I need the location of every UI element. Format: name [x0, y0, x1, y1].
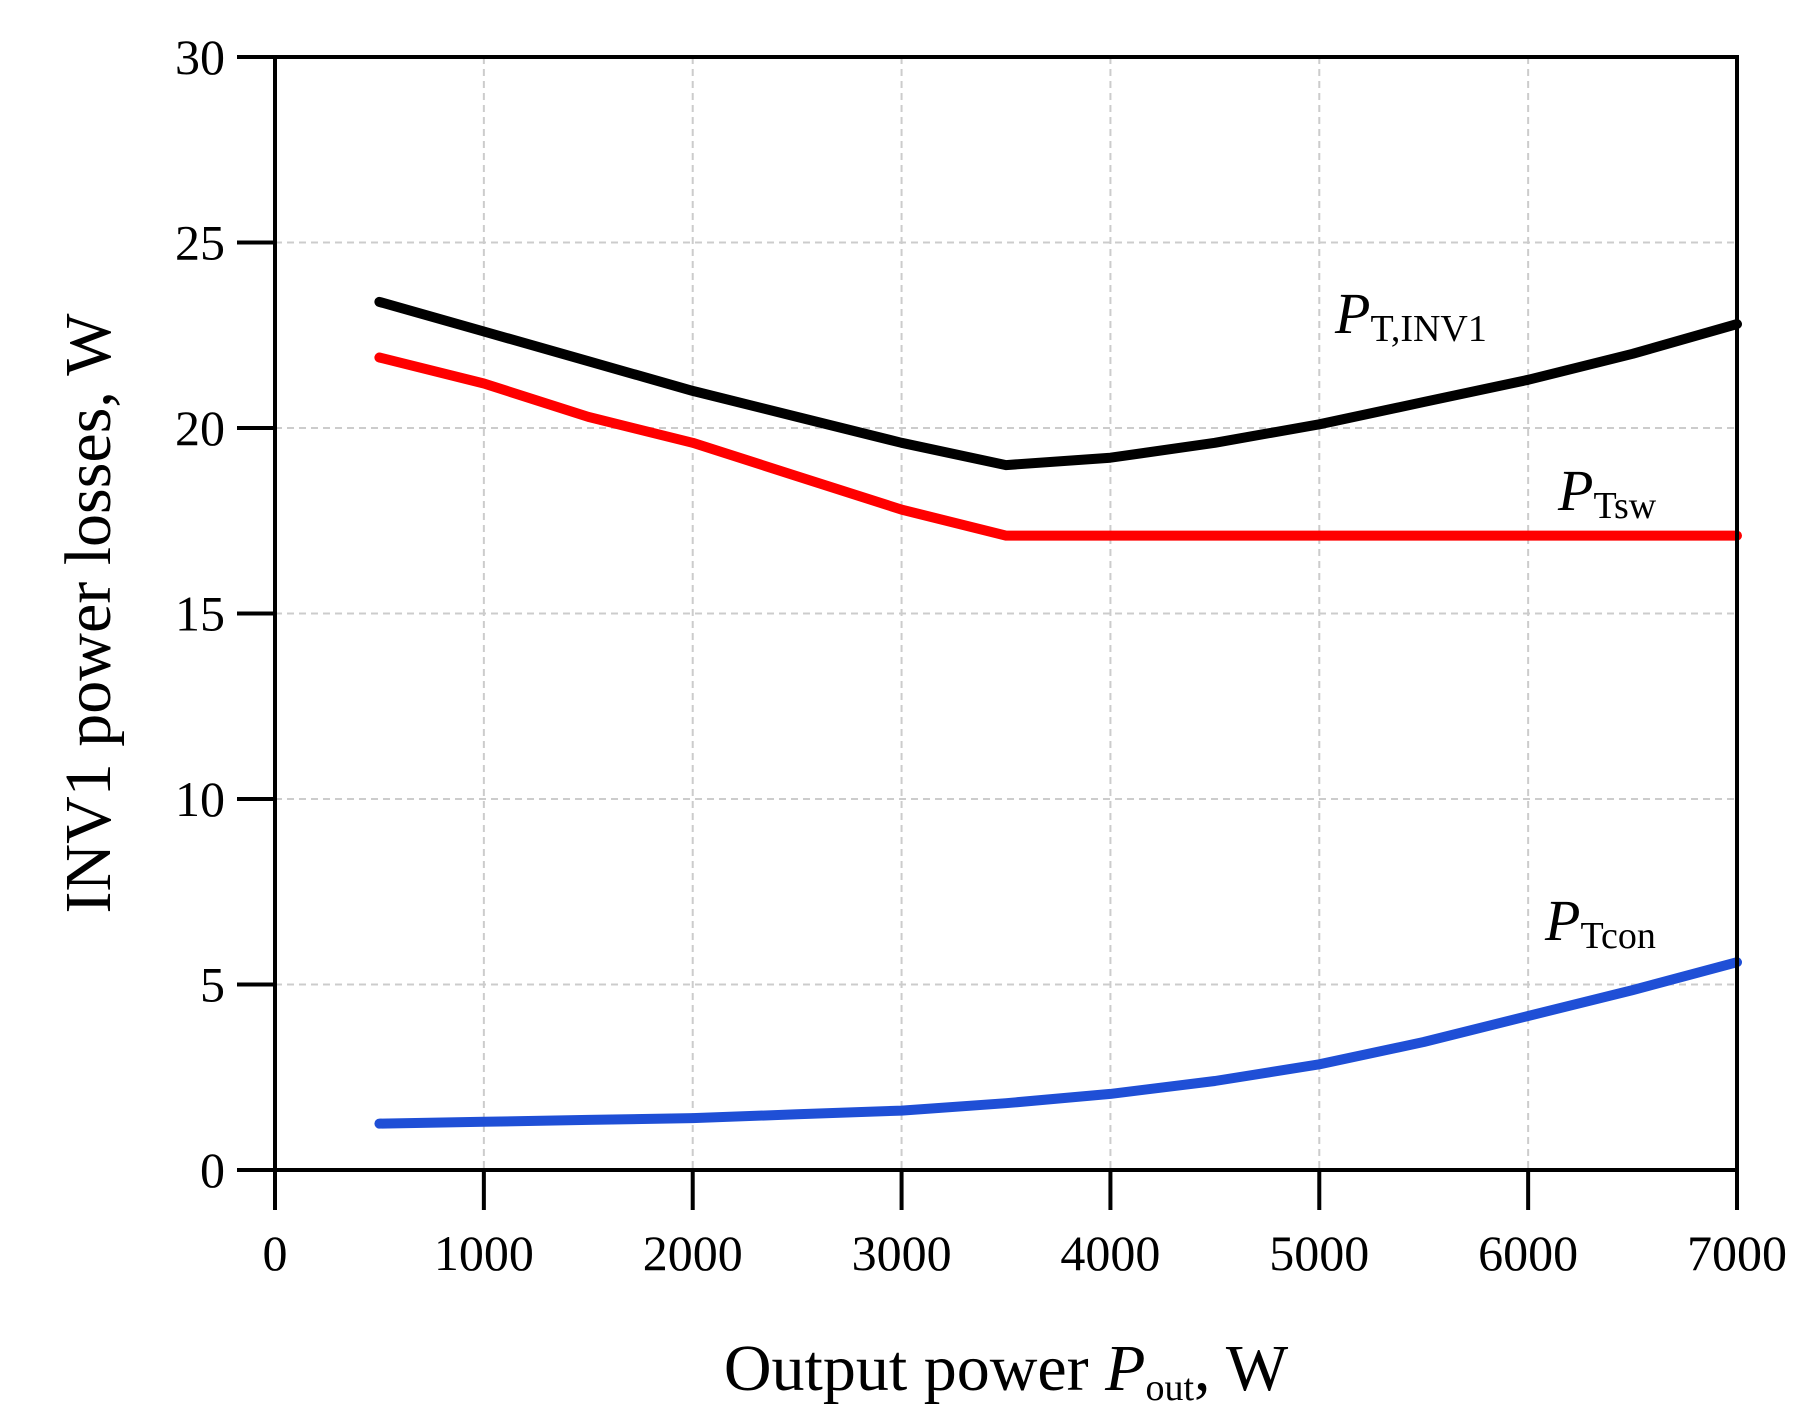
- y-tick-label: 5: [200, 957, 225, 1013]
- series-label-sub: Tcon: [1580, 915, 1655, 957]
- series-label-var: P: [1557, 458, 1593, 523]
- series-line-1: [374, 296, 1742, 471]
- series-line-3: [374, 957, 1742, 1129]
- x-axis-title-sub: out: [1145, 1367, 1194, 1409]
- x-tick-label: 0: [263, 1225, 288, 1281]
- series-label-var: P: [1544, 888, 1580, 953]
- series-label-2: PTsw: [1557, 458, 1657, 527]
- x-tick-label: 7000: [1687, 1225, 1787, 1281]
- y-axis-title: INV1 power losses, W: [52, 313, 125, 914]
- x-axis-title-var: P: [1104, 1332, 1145, 1405]
- x-tick-label: 6000: [1478, 1225, 1578, 1281]
- series-label-var: P: [1334, 281, 1370, 346]
- y-tick-label: 30: [175, 29, 225, 85]
- x-axis-title-suffix: , W: [1194, 1332, 1289, 1405]
- x-axis-title-prefix: Output power: [724, 1332, 1105, 1405]
- series-label-1: PT,INV1: [1334, 281, 1487, 350]
- y-tick-label: 0: [200, 1142, 225, 1198]
- x-tick-label: 4000: [1060, 1225, 1160, 1281]
- series-line-2: [374, 352, 1742, 541]
- x-tick-label: 2000: [643, 1225, 743, 1281]
- ticks-group: 0 1000 2000 3000 4000 5000 6000 7000 0 5 10 15 20 25 3…: [175, 29, 1787, 1281]
- x-axis-title: Output power Pout, W: [724, 1332, 1289, 1409]
- grid-lines: [275, 57, 1737, 1170]
- series-group: [374, 296, 1742, 1129]
- series-label-sub: Tsw: [1593, 485, 1656, 527]
- series-label-3: PTcon: [1544, 888, 1656, 957]
- x-tick-label: 5000: [1269, 1225, 1369, 1281]
- y-tick-label: 25: [175, 215, 225, 271]
- y-tick-label: 10: [175, 771, 225, 827]
- y-tick-label: 20: [175, 400, 225, 456]
- series-label-sub: T,INV1: [1370, 308, 1486, 350]
- x-tick-label: 3000: [852, 1225, 952, 1281]
- x-tick-label: 1000: [434, 1225, 534, 1281]
- y-tick-label: 15: [175, 586, 225, 642]
